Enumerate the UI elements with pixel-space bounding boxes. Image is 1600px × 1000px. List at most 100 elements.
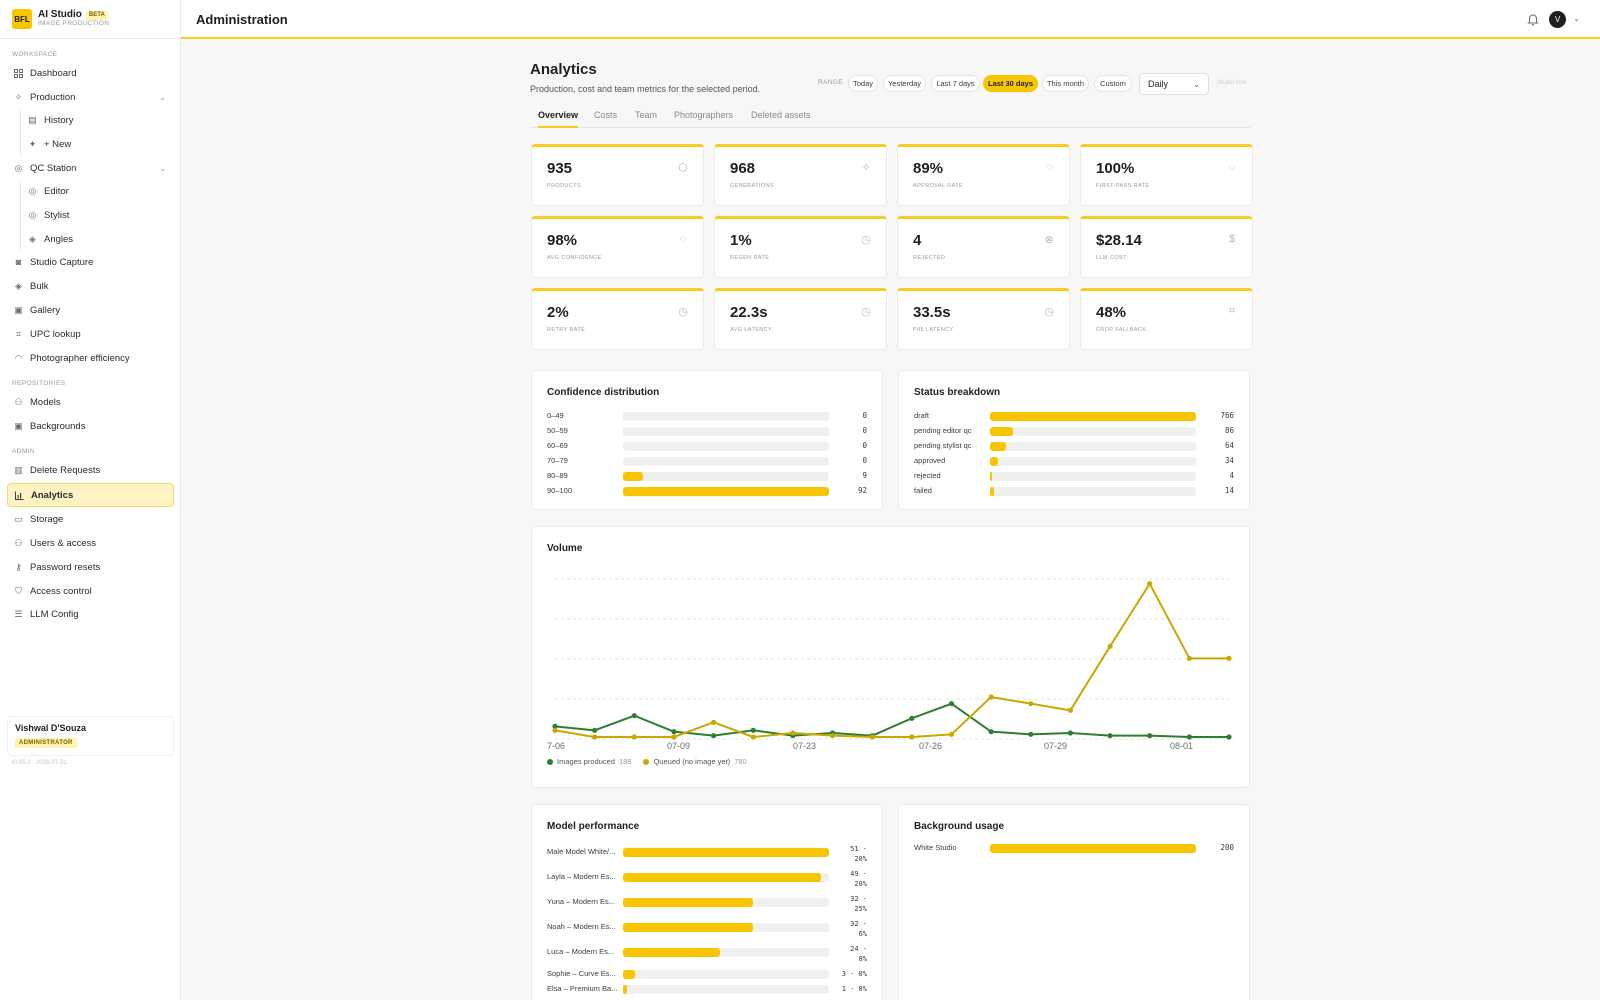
kpi-label: FIRST-PASS RATE — [1096, 183, 1150, 189]
range-yesterday[interactable]: Yesterday — [883, 75, 926, 92]
range-last-7-days[interactable]: Last 7 days — [931, 75, 980, 92]
data-point[interactable] — [1107, 643, 1113, 649]
data-point[interactable] — [592, 734, 598, 740]
data-point[interactable] — [1107, 733, 1113, 739]
data-point[interactable] — [671, 729, 677, 735]
tab-overview[interactable]: Overview — [538, 110, 579, 128]
sidebar-item-bulk[interactable]: ◈ Bulk — [7, 275, 174, 297]
sidebar-item-qc-station[interactable]: ◎ QC Station ⌄ — [7, 157, 174, 179]
data-point[interactable] — [750, 734, 756, 740]
data-point[interactable] — [631, 734, 637, 740]
user-card[interactable]: Vishwal D'Souza ADMINISTRATOR — [7, 716, 174, 756]
sidebar-item-upc-lookup[interactable]: ⌗ UPC lookup — [7, 323, 174, 345]
data-point[interactable] — [909, 734, 915, 740]
data-point[interactable] — [1226, 734, 1232, 740]
sidebar-item-stylist[interactable]: ◎ Stylist — [21, 204, 171, 226]
sidebar-item-access-control[interactable]: ⛉ Access control — [7, 580, 174, 602]
data-point[interactable] — [750, 727, 756, 733]
bar-fill — [623, 873, 821, 882]
data-point[interactable] — [710, 733, 717, 739]
bar-track — [623, 948, 829, 957]
sidebar-item-angles[interactable]: ◈ Angles — [21, 228, 171, 250]
row-value: 0 — [862, 426, 867, 435]
range-label: RANGE — [818, 79, 844, 86]
sidebar-item-history[interactable]: ▤ History — [21, 109, 171, 131]
brand-logo: BFL — [12, 9, 32, 29]
kpi-card: 935 PRODUCTS ⬡ — [531, 144, 704, 206]
trash-icon: ▥ — [14, 464, 23, 475]
sidebar-item-users-access[interactable]: ⚇ Users & access — [7, 532, 174, 554]
range-today[interactable]: Today — [848, 75, 878, 92]
clock-icon: ◷ — [678, 305, 688, 318]
bar-fill — [623, 472, 644, 481]
data-point[interactable] — [869, 734, 875, 740]
image-icon: ▣ — [14, 304, 23, 315]
bar-fill — [623, 970, 636, 979]
sidebar-item-new[interactable]: ✦ + New — [21, 133, 171, 155]
clock-icon: ◷ — [861, 305, 871, 318]
row-count: 51 · — [850, 845, 867, 853]
granularity-select[interactable]: Daily ⌄ — [1139, 73, 1209, 95]
brand[interactable]: BFL AI Studio BETA IMAGE PRODUCTION — [0, 0, 180, 39]
data-point[interactable] — [988, 694, 994, 700]
range-this-month[interactable]: This month — [1042, 75, 1089, 92]
data-point[interactable] — [1067, 707, 1074, 713]
sidebar-item-password-resets[interactable]: ⚷ Password resets — [7, 556, 174, 578]
chevron-down-icon[interactable]: ⌄ — [1573, 14, 1580, 23]
data-point[interactable] — [710, 719, 717, 725]
tab-photographers[interactable]: Photographers — [674, 110, 734, 120]
page-subtitle: Production, cost and team metrics for th… — [530, 84, 761, 94]
data-point[interactable] — [988, 729, 994, 735]
range-custom[interactable]: Custom — [1094, 75, 1132, 92]
data-point[interactable] — [909, 715, 915, 721]
avatar[interactable]: V — [1549, 11, 1566, 28]
bar-track — [990, 487, 1196, 496]
data-point[interactable] — [948, 731, 955, 737]
range-last-30-days[interactable]: Last 30 days — [983, 75, 1038, 92]
sidebar-item-delete-requests[interactable]: ▥ Delete Requests — [7, 459, 174, 481]
bell-icon[interactable] — [1526, 12, 1540, 26]
kpi-value: 33.5s — [913, 304, 951, 321]
sidebar-item-dashboard[interactable]: Dashboard — [7, 62, 174, 84]
data-point[interactable] — [790, 730, 796, 736]
data-point[interactable] — [1028, 731, 1034, 737]
sidebar-item-gallery[interactable]: ▣ Gallery — [7, 299, 174, 321]
data-point[interactable] — [552, 727, 558, 733]
tab-deleted-assets[interactable]: Deleted assets — [751, 110, 811, 120]
data-point[interactable] — [592, 727, 598, 733]
data-point[interactable] — [948, 701, 955, 707]
sidebar-item-analytics[interactable]: Analytics — [7, 483, 174, 507]
data-point[interactable] — [1186, 734, 1192, 740]
sidebar-item-production[interactable]: ✧ Production ⌄ — [7, 86, 174, 108]
row-label: 70–79 — [547, 456, 568, 465]
box-icon: ⬡ — [678, 161, 688, 174]
sidebar-item-label: Password resets — [30, 561, 101, 573]
chevron-down-icon[interactable]: ⌄ — [159, 163, 166, 173]
chevron-down-icon[interactable]: ⌄ — [159, 92, 166, 102]
data-point[interactable] — [671, 734, 677, 740]
row-label: 90–100 — [547, 486, 573, 495]
tab-costs[interactable]: Costs — [594, 110, 618, 120]
data-point[interactable] — [1067, 730, 1074, 736]
sidebar-item-label: Dashboard — [30, 67, 77, 79]
sidebar-item-storage[interactable]: ▭ Storage — [7, 508, 174, 530]
data-point[interactable] — [1186, 655, 1192, 661]
data-point[interactable] — [1028, 701, 1034, 707]
tab-team[interactable]: Team — [635, 110, 658, 120]
kpi-value: 968 — [730, 160, 756, 177]
sidebar-item-llm-config[interactable]: ☰ LLM Config — [7, 603, 174, 625]
data-point[interactable] — [552, 723, 558, 729]
sidebar-item-models[interactable]: ⚇ Models — [7, 391, 174, 413]
data-point[interactable] — [829, 733, 836, 739]
sidebar-item-studio-capture[interactable]: ◙ Studio Capture — [7, 251, 174, 273]
row-value: 4 — [1229, 471, 1234, 480]
tick-label: 7-06 — [547, 741, 566, 751]
sidebar-item-editor[interactable]: ◎ Editor — [21, 180, 171, 202]
sidebar-item-photographer-efficiency[interactable]: ◠ Photographer efficiency — [7, 347, 174, 369]
data-point[interactable] — [631, 713, 637, 719]
kpi-label: AVG CONFIDENCE — [547, 255, 602, 261]
sidebar-item-backgrounds[interactable]: ▣ Backgrounds — [7, 415, 174, 437]
data-point[interactable] — [1226, 655, 1232, 661]
data-point[interactable] — [1147, 733, 1153, 739]
data-point[interactable] — [1147, 581, 1153, 587]
